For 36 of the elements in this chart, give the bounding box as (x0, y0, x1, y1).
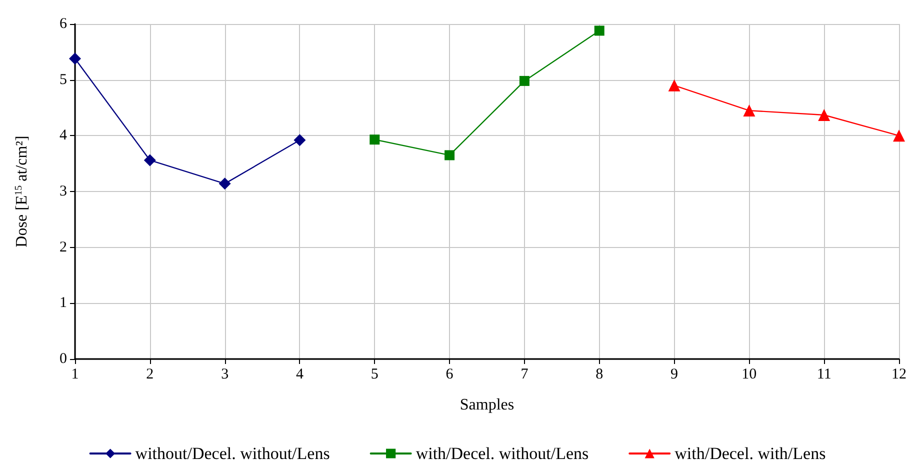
point (818, 109, 830, 122)
point (144, 154, 156, 166)
x-tick-label: 11 (816, 366, 832, 382)
x-tick-label: 3 (221, 366, 229, 382)
x-axis-title: Samples (460, 396, 514, 414)
x-tick-label: 6 (446, 366, 454, 382)
point (594, 26, 604, 36)
point (743, 104, 756, 117)
x-tick-label: 7 (520, 366, 529, 382)
x-tick-label: 2 (146, 366, 154, 382)
x-tick-label: 12 (892, 366, 906, 382)
point (218, 178, 231, 190)
x-tick-label: 5 (370, 366, 378, 382)
point (69, 52, 81, 65)
point (519, 76, 530, 86)
point (444, 150, 455, 160)
y-tick-label: 1 (60, 295, 67, 312)
y-axis-title: Dose [E15 at/cm²] (14, 136, 30, 248)
point (893, 130, 905, 142)
x-tick-label: 8 (596, 366, 604, 382)
legend-label: with/Decel. without/Lens (416, 444, 589, 463)
x-tick-label: 9 (670, 366, 678, 382)
y-tick-label: 3 (60, 184, 67, 200)
legend-label: with/Decel. with/Lens (674, 444, 826, 463)
y-tick-label: 5 (60, 72, 67, 88)
point (668, 79, 680, 92)
x-tick-label: 1 (71, 366, 79, 382)
y-tick-label: 6 (60, 16, 68, 32)
point (294, 134, 306, 146)
legend-label: without/Decel. without/Lens (135, 444, 330, 463)
x-tick-label: 10 (742, 366, 757, 382)
y-tick-label: 2 (60, 239, 67, 256)
y-tick-label: 0 (60, 351, 67, 367)
x-tick-label: 4 (296, 366, 304, 382)
y-tick-label: 4 (60, 128, 68, 144)
point (370, 134, 380, 145)
